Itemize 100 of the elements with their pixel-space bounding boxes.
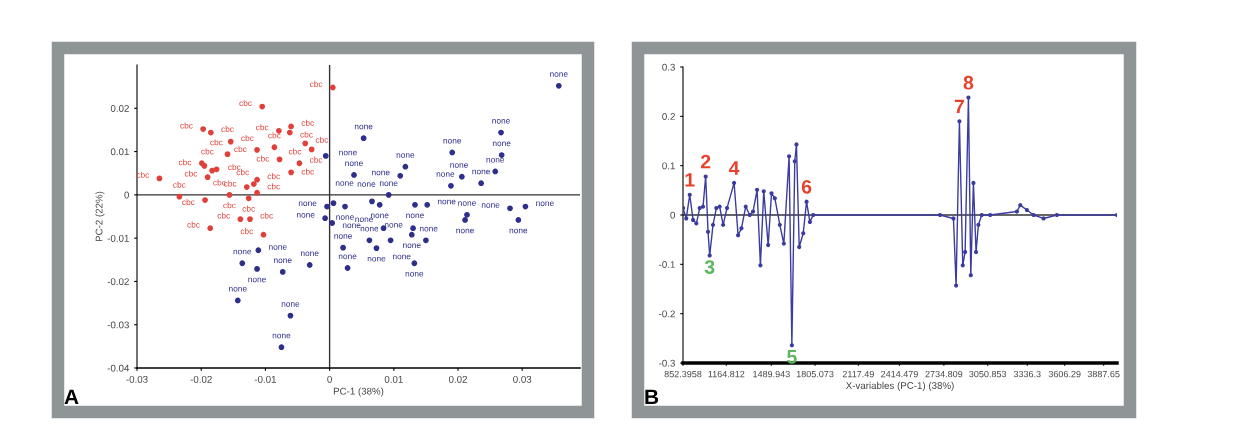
- point: [250, 181, 257, 187]
- data-label: cbc: [268, 132, 281, 139]
- text: B: [645, 389, 659, 404]
- point: [448, 182, 454, 189]
- data-label: none: [550, 72, 568, 77]
- point: [410, 225, 416, 232]
- data-label: none: [338, 254, 357, 260]
- point: [288, 169, 294, 176]
- point: [387, 237, 394, 244]
- point: [296, 160, 303, 167]
- point: [507, 205, 513, 212]
- y-tick-label: -0.04: [107, 364, 130, 372]
- y-tick-label: 0: [124, 191, 129, 199]
- data-label: cbc: [301, 168, 315, 175]
- y-tick-label: -0.1: [659, 261, 675, 268]
- data-label: none: [357, 182, 376, 187]
- point: [322, 153, 329, 159]
- point: [226, 191, 233, 198]
- data-label: none: [458, 201, 476, 206]
- point: [176, 193, 183, 200]
- data-label: none: [296, 213, 315, 218]
- data-label: none: [419, 226, 438, 232]
- data-label: none: [405, 272, 424, 277]
- x-tick-label: 2117.49: [842, 370, 874, 378]
- y-tick-label: -0.2: [659, 310, 675, 318]
- point: [351, 172, 357, 178]
- point: [971, 180, 976, 186]
- point: [937, 212, 943, 218]
- point: [801, 231, 806, 236]
- point: [968, 273, 973, 278]
- point: [781, 241, 786, 246]
- point: [1031, 212, 1036, 218]
- x-tick-label: 1164.812: [708, 370, 745, 378]
- data-label: none: [492, 141, 511, 147]
- point: [369, 198, 375, 205]
- x-tick-label: 0.01: [384, 375, 403, 383]
- data-label: cbc: [228, 163, 241, 171]
- point: [207, 129, 214, 136]
- point: [979, 212, 984, 218]
- point: [330, 200, 337, 206]
- point: [705, 229, 711, 234]
- x-tick-label: 3050.853: [969, 370, 1007, 378]
- point: [758, 263, 763, 268]
- y-tick-label: -0.02: [107, 278, 129, 286]
- y-axis-title: PC-2 (22%): [95, 191, 105, 242]
- point: [690, 217, 696, 223]
- point: [243, 184, 250, 190]
- data-label: cbc: [239, 99, 252, 107]
- data-label: none: [355, 217, 373, 223]
- annotation: 4: [728, 161, 740, 175]
- point: [207, 225, 214, 232]
- point: [769, 191, 774, 196]
- x-tick-label: 0: [327, 375, 332, 383]
- point: [200, 126, 207, 132]
- data-label: none: [229, 287, 247, 292]
- point: [988, 212, 993, 218]
- point: [254, 189, 260, 196]
- point: [376, 201, 383, 208]
- data-label: none: [360, 226, 379, 232]
- point: [697, 206, 702, 211]
- data-label: none: [472, 169, 491, 175]
- point: [302, 140, 309, 147]
- point: [324, 203, 330, 210]
- point: [807, 219, 812, 224]
- point: [360, 135, 367, 142]
- point: [408, 231, 415, 238]
- x-tick-label: 2734.809: [925, 370, 963, 378]
- data-label: none: [298, 201, 317, 206]
- data-label: cbc: [267, 183, 280, 190]
- point: [1018, 203, 1023, 208]
- data-label: none: [272, 333, 291, 339]
- point: [714, 206, 719, 211]
- data-label: cbc: [221, 125, 234, 132]
- point: [1054, 212, 1059, 218]
- point: [957, 119, 962, 124]
- data-label: none: [536, 201, 554, 206]
- data-label: cbc: [256, 155, 270, 162]
- data-label: none: [379, 181, 398, 186]
- y-tick-label: 0: [670, 211, 675, 219]
- point: [966, 95, 971, 100]
- point: [811, 212, 816, 218]
- point: [254, 146, 260, 153]
- data-label: cbc: [309, 156, 323, 163]
- point: [286, 129, 293, 136]
- point: [797, 244, 802, 250]
- point: [276, 156, 283, 163]
- point: [245, 195, 252, 202]
- point: [423, 237, 429, 244]
- point: [344, 265, 351, 271]
- data-label: cbc: [173, 181, 186, 188]
- data-label: none: [342, 223, 361, 229]
- data-label: none: [370, 213, 389, 219]
- point: [498, 152, 505, 158]
- point: [687, 192, 692, 197]
- annotation: 5: [787, 350, 797, 364]
- point: [424, 201, 431, 208]
- point: [789, 343, 794, 348]
- point: [721, 222, 726, 227]
- point: [397, 172, 404, 179]
- point: [777, 222, 782, 227]
